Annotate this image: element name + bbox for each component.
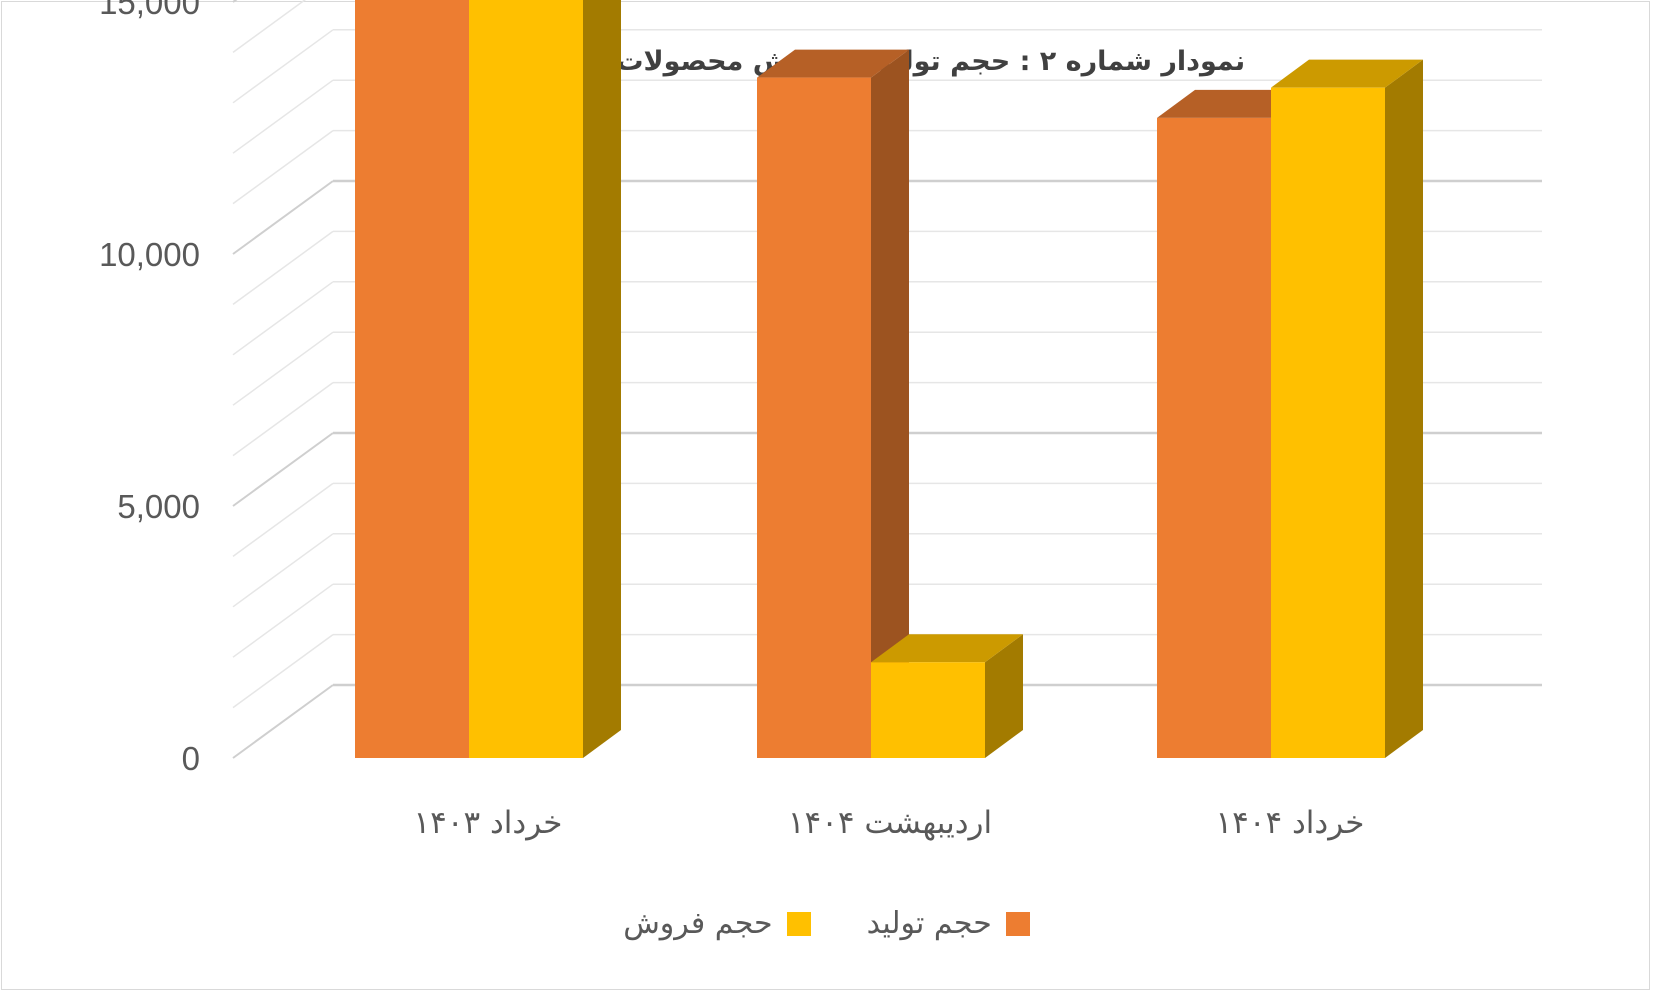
side-gridline [232,281,334,356]
y-tick-label: 10,000 [99,236,200,273]
legend-item-production: حجم تولید [867,906,1030,941]
side-gridline [232,533,334,608]
legend-label-sales: حجم فروش [623,906,773,941]
side-gridline [232,180,334,255]
side-gridline [232,684,334,759]
bar [757,77,871,759]
side-gridline [232,583,334,658]
bar-side [1385,59,1423,759]
y-tick-label: 0 [182,740,200,777]
side-gridline [232,0,307,54]
bar-top [871,634,1023,663]
x-category-label: خرداد ۱۴۰۳ [414,805,563,841]
bar-top [757,49,909,78]
bar-side [871,49,909,759]
x-category-label: خرداد ۱۴۰۴ [1216,805,1365,841]
bar-top [1271,59,1423,88]
bar [1157,117,1271,759]
bar [871,662,985,758]
side-gridline [232,29,334,104]
bar [469,0,583,759]
y-tick-label: 15,000 [99,0,200,21]
bar [355,0,469,759]
legend-item-sales: حجم فروش [623,906,811,941]
x-category-label: اردیبهشت ۱۴۰۴ [788,805,992,841]
legend-swatch-production [1005,911,1030,936]
side-gridline [232,482,334,558]
bar-side [583,0,621,758]
side-gridline [232,79,334,154]
side-gridline [232,381,334,457]
legend-swatch-sales [786,911,811,936]
bar-side [985,634,1023,758]
side-gridline [232,432,334,507]
bar [1271,87,1385,759]
legend-label-production: حجم تولید [866,906,992,941]
chart-legend: حجم تولید حجم فروش [0,906,1653,941]
y-tick-label: 5,000 [117,488,200,525]
side-gridline [232,633,334,709]
side-gridline [232,331,334,406]
side-gridline [232,230,334,306]
side-gridline [232,129,334,205]
side-gridline [232,0,238,3]
